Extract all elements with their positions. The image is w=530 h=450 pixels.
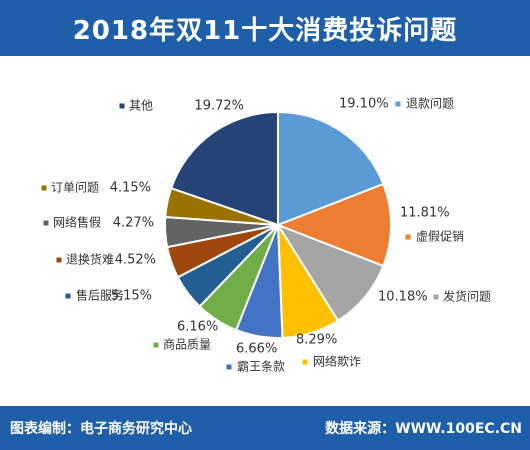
category-label: 霸王条款	[237, 360, 285, 374]
category-label: 订单问题	[51, 181, 99, 195]
data-label: 19.10%	[339, 97, 389, 112]
data-label: 10.18%	[378, 290, 428, 305]
page-title: 2018年双11十大消费投诉问题	[72, 15, 458, 46]
data-label: 11.81%	[400, 206, 450, 221]
category-label: 发货问题	[443, 289, 491, 304]
data-label: 4.52%	[115, 253, 156, 268]
category-marker	[65, 293, 71, 299]
data-label: 4.27%	[113, 216, 154, 231]
footer-bar: 图表编制：电子商务研究中心 数据来源：WWW.100EC.CN	[0, 406, 530, 450]
category-label: 虚假促销	[416, 230, 464, 244]
category-marker	[302, 359, 308, 365]
category-label: 商品质量	[163, 337, 211, 352]
data-label: 8.29%	[296, 333, 337, 348]
footer-source: 数据来源：WWW.100EC.CN	[325, 421, 522, 437]
data-label: 6.16%	[177, 320, 218, 335]
category-marker	[41, 185, 47, 191]
pie-slice	[277, 110, 385, 227]
data-label: 19.72%	[194, 99, 244, 114]
category-marker	[395, 101, 401, 107]
category-label: 网络售假	[53, 215, 101, 230]
data-label: 4.15%	[110, 181, 151, 196]
category-marker	[119, 103, 125, 109]
header-bar: 2018年双11十大消费投诉问题	[0, 0, 530, 56]
pie-slice	[275, 222, 385, 323]
category-label: 售后服务	[76, 288, 124, 303]
category-marker	[226, 364, 232, 370]
category-label: 其他	[129, 99, 153, 113]
category-label: 退换货难	[66, 252, 114, 267]
category-marker	[153, 342, 159, 348]
data-label: 6.66%	[236, 342, 277, 357]
data-label: 5.15%	[111, 289, 152, 304]
category-marker	[43, 220, 49, 226]
category-marker	[433, 294, 439, 300]
chart-area: 19.10% 退款问题 11.81% 虚假促销 10.18% 发货问题 8.29% 网络欺诈 6…	[0, 56, 530, 406]
pie-slice	[275, 182, 393, 268]
category-label: 网络欺诈	[313, 354, 361, 369]
category-marker	[405, 234, 411, 240]
category-label: 退款问题	[406, 97, 454, 111]
footer-compiler: 图表编制：电子商务研究中心	[10, 421, 192, 437]
pie-chart: 19.10% 退款问题 11.81% 虚假促销 10.18% 发货问题 8.29% 网络欺诈 6…	[41, 97, 491, 374]
pie-slice	[169, 110, 279, 227]
category-marker	[56, 257, 62, 263]
